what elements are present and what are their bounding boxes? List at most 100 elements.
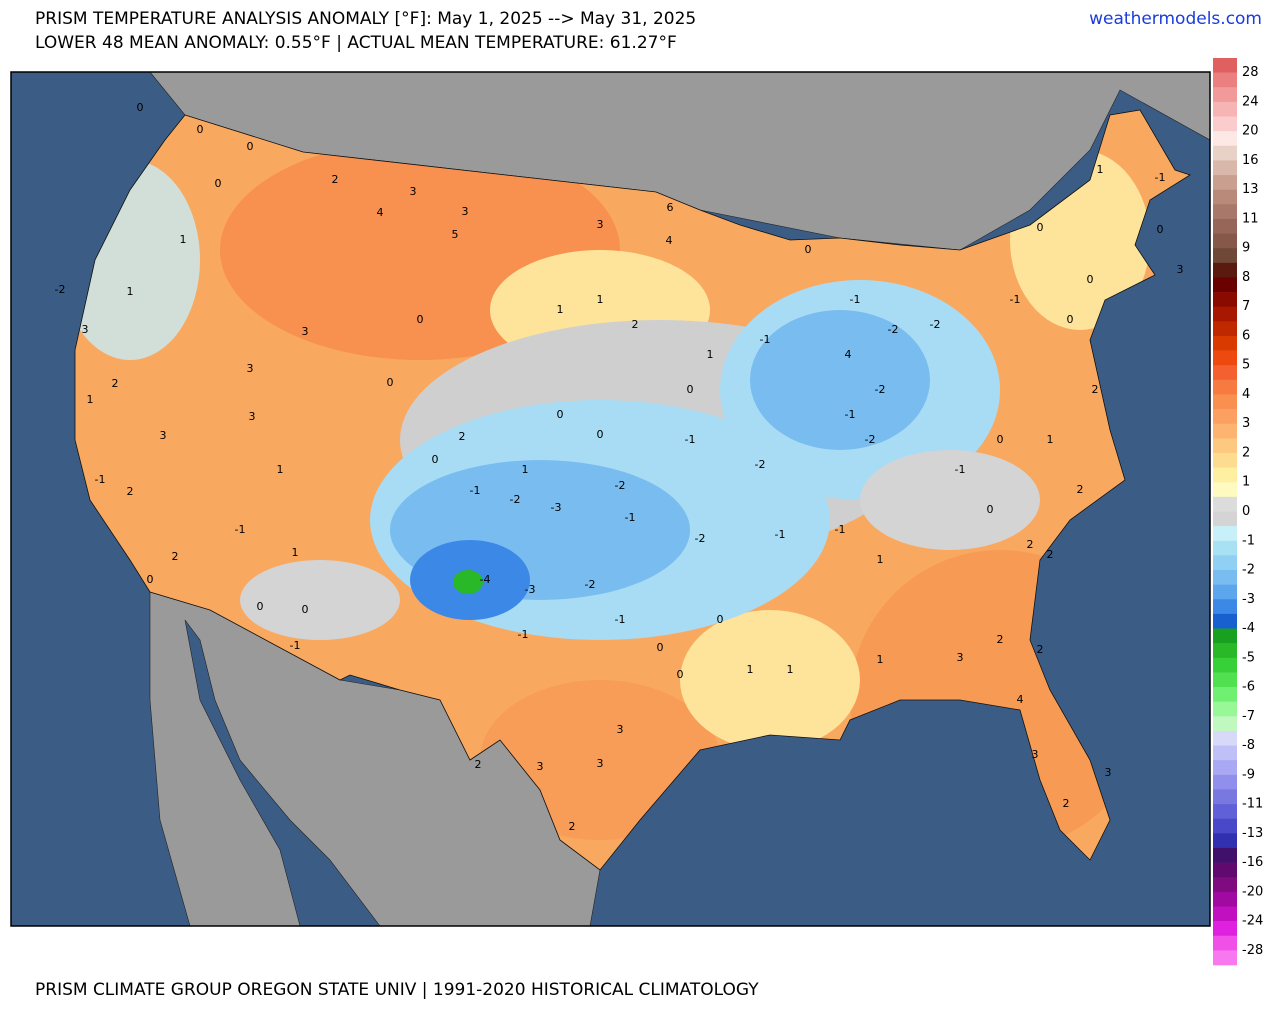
colorbar-swatch	[1213, 409, 1237, 425]
anomaly-label: -1	[625, 511, 636, 524]
colorbar-label: -5	[1242, 650, 1255, 665]
colorbar-swatch	[1213, 877, 1237, 893]
anomaly-label: -1	[835, 523, 846, 536]
anomaly-label: -2	[875, 383, 886, 396]
anomaly-label: -1	[850, 293, 861, 306]
colorbar-swatch	[1213, 745, 1237, 761]
anomaly-label: 0	[247, 140, 254, 153]
colorbar-swatch	[1213, 350, 1237, 366]
colorbar-label: 8	[1242, 270, 1250, 285]
anomaly-label: 3	[247, 362, 254, 375]
anomaly-label: -1	[1010, 293, 1021, 306]
anomaly-label: 2	[1077, 483, 1084, 496]
anomaly-label: 0	[1157, 223, 1164, 236]
colorbar-label: 3	[1242, 416, 1250, 431]
colorbar-label: 9	[1242, 241, 1250, 256]
colorbar-swatch	[1213, 701, 1237, 717]
anomaly-label: 2	[1037, 643, 1044, 656]
anomaly-label: 0	[597, 428, 604, 441]
colorbar-swatch	[1213, 101, 1237, 117]
colorbar-swatch	[1213, 935, 1237, 951]
colorbar-swatch	[1213, 599, 1237, 615]
colorbar-swatch	[1213, 87, 1237, 103]
anomaly-label: -1	[615, 613, 626, 626]
anomaly-label: -1	[518, 628, 529, 641]
anomaly-label: 0	[257, 600, 264, 613]
anomaly-label: 0	[137, 101, 144, 114]
anomaly-label: 3	[537, 760, 544, 773]
colorbar-swatch	[1213, 160, 1237, 176]
anomaly-label: 1	[707, 348, 714, 361]
colorbar-label: 16	[1242, 153, 1259, 168]
colorbar-label: -16	[1242, 855, 1263, 870]
anomaly-label: 3	[1177, 263, 1184, 276]
colorbar-swatch	[1213, 379, 1237, 395]
colorbar-swatch	[1213, 438, 1237, 454]
anomaly-label: 0	[302, 603, 309, 616]
colorbar-swatch	[1213, 175, 1237, 190]
anomaly-label: 0	[687, 383, 694, 396]
anomaly-label: -1	[95, 473, 106, 486]
anomaly-label: 0	[387, 376, 394, 389]
anomaly-label: 3	[410, 185, 417, 198]
anomaly-label: 1	[522, 463, 529, 476]
colorbar-swatch	[1213, 277, 1237, 293]
anomaly-label: 0	[197, 123, 204, 136]
anomaly-label: 1	[557, 303, 564, 316]
anomaly-label: 2	[459, 430, 466, 443]
colorbar-swatch	[1213, 628, 1237, 644]
anomaly-label: -1	[1155, 171, 1166, 184]
anomaly-label: 3	[160, 429, 167, 442]
anomaly-label: 0	[557, 408, 564, 421]
title-line-2: LOWER 48 MEAN ANOMALY: 0.55°F | ACTUAL M…	[35, 33, 677, 53]
colorbar-swatch	[1213, 131, 1237, 147]
anomaly-label: 1	[747, 663, 754, 676]
colorbar-label: 6	[1242, 328, 1250, 343]
colorbar-swatch	[1213, 467, 1237, 483]
anomaly-label: -2	[865, 433, 876, 446]
anomaly-label: 1	[787, 663, 794, 676]
colorbar-label: -28	[1242, 943, 1263, 958]
anomaly-label: 0	[417, 313, 424, 326]
anomaly-label: 0	[805, 243, 812, 256]
colorbar-swatch	[1213, 145, 1237, 161]
colorbar-swatch	[1213, 335, 1237, 351]
anomaly-label: -3	[551, 501, 562, 514]
anomaly-label: 2	[1047, 548, 1054, 561]
site-link[interactable]: weathermodels.com	[1089, 9, 1262, 29]
anomaly-label: 2	[127, 485, 134, 498]
colorbar-swatch	[1213, 321, 1237, 337]
footer: PRISM CLIMATE GROUP OREGON STATE UNIV | …	[35, 980, 759, 1000]
anomaly-label: 0	[987, 503, 994, 516]
colorbar-label: -24	[1242, 914, 1263, 929]
colorbar-label: -11	[1242, 797, 1263, 812]
anomaly-label: 0	[717, 613, 724, 626]
colorbar-swatch	[1213, 116, 1237, 132]
colorbar-label: 2	[1242, 445, 1250, 460]
anomaly-label: 0	[997, 433, 1004, 446]
colorbar-swatch	[1213, 72, 1237, 88]
colorbar-swatch	[1213, 921, 1237, 937]
anomaly-label: -1	[955, 463, 966, 476]
colorbar-swatch	[1213, 540, 1237, 556]
colorbar-swatch	[1213, 248, 1237, 264]
anomaly-label: 1	[877, 653, 884, 666]
colorbar-label: -9	[1242, 767, 1255, 782]
colorbar-swatch	[1213, 774, 1237, 790]
anomaly-label: 4	[377, 206, 384, 219]
anomaly-label: -2	[888, 323, 899, 336]
anomaly-label: 3	[617, 723, 624, 736]
anomaly-label: 0	[1087, 273, 1094, 286]
colorbar-swatch	[1213, 189, 1237, 205]
colorbar-swatch	[1213, 218, 1237, 234]
anomaly-label: -1	[845, 408, 856, 421]
colorbar-label: 1	[1242, 475, 1250, 490]
anomaly-label: 3	[249, 410, 256, 423]
colorbar-swatch	[1213, 526, 1237, 542]
colorbar-swatch	[1213, 306, 1237, 322]
anomaly-label: 3	[597, 218, 604, 231]
colorbar-swatch	[1213, 613, 1237, 629]
anomaly-label: -2	[695, 532, 706, 545]
anomaly-label: 1	[1047, 433, 1054, 446]
anomaly-label: -2	[615, 479, 626, 492]
